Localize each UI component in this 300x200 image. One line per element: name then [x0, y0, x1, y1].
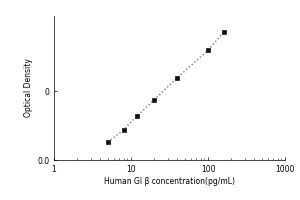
Y-axis label: Optical Density: Optical Density	[24, 59, 33, 117]
X-axis label: Human Gl β concentration(pg/mL): Human Gl β concentration(pg/mL)	[104, 177, 235, 186]
